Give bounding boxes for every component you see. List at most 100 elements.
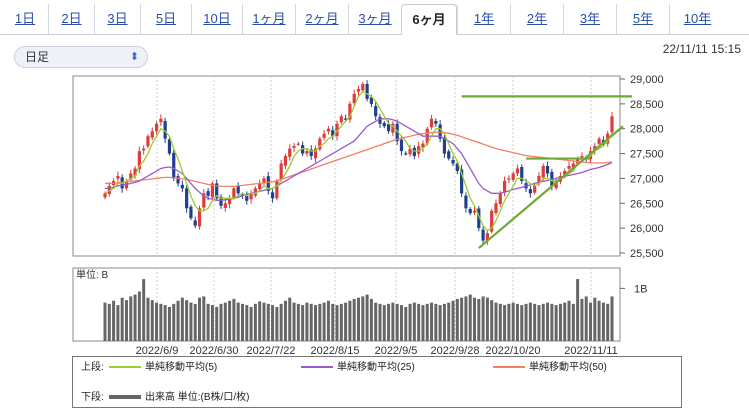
volume-bar — [245, 305, 249, 341]
volume-bar — [266, 303, 270, 341]
candle-body — [309, 149, 313, 157]
y-tick-label: 29,000 — [630, 74, 664, 86]
tab-5[interactable]: 10日 — [191, 4, 242, 34]
volume-bar — [430, 302, 434, 341]
tab-8[interactable]: 3ヶ月 — [348, 4, 401, 34]
candle-body — [494, 203, 498, 213]
candle-body — [507, 178, 511, 180]
volume-bar — [292, 302, 296, 341]
volume-bar — [163, 305, 167, 341]
volume-bar — [288, 297, 292, 341]
tab-12[interactable]: 3年 — [563, 4, 616, 34]
volume-bar — [275, 306, 279, 341]
candle-body — [228, 198, 232, 205]
y-tick-label: 28,500 — [630, 99, 664, 111]
volume-bar — [172, 303, 176, 341]
candle-body — [262, 178, 266, 183]
volume-bar — [537, 305, 541, 341]
volume-bar — [485, 297, 489, 341]
candle-body — [610, 116, 614, 133]
x-tick-label: 2022/11/11 — [564, 345, 617, 357]
candle-body — [142, 148, 146, 151]
candle-body — [434, 121, 438, 124]
volume-bar — [219, 303, 223, 341]
volume-bar — [318, 303, 322, 341]
candle-body — [520, 166, 524, 181]
candle-body — [352, 93, 356, 104]
timestamp: 22/11/11 15:15 — [662, 42, 741, 56]
price-plot-frame — [72, 75, 621, 257]
candle-body — [266, 176, 270, 191]
volume-bar — [189, 302, 193, 341]
chevron-updown-icon: ⬍ — [129, 51, 139, 63]
volume-bar — [503, 305, 507, 341]
tab-14[interactable]: 10年 — [669, 4, 725, 34]
candle-body — [515, 168, 520, 174]
volume-bar — [107, 303, 111, 341]
candle-body — [189, 206, 193, 219]
candle-body — [154, 123, 159, 132]
candle-body — [395, 123, 399, 142]
volume-bar — [451, 300, 455, 341]
candle-body — [386, 123, 391, 132]
candle-body — [249, 193, 253, 200]
volume-bar — [387, 303, 391, 341]
volume-bar — [550, 303, 554, 341]
tab-6[interactable]: 1ヶ月 — [242, 4, 295, 34]
tab-4[interactable]: 5日 — [140, 4, 191, 34]
candle-body — [116, 175, 120, 179]
volume-bar — [129, 296, 133, 341]
candle-body — [288, 148, 292, 157]
candle-body — [150, 131, 154, 138]
volume-bar — [309, 303, 313, 341]
tab-10[interactable]: 1年 — [457, 4, 510, 34]
volume-bar — [253, 303, 257, 341]
volume-bar — [395, 303, 399, 341]
candle-body — [563, 170, 567, 176]
candle-body — [275, 180, 279, 199]
x-tick-label: 2022/6/9 — [136, 345, 179, 357]
volume-bar — [468, 294, 472, 341]
ma5-line — [104, 90, 613, 232]
volume-bar — [473, 297, 477, 341]
volume-bar — [601, 302, 605, 341]
volume-bar — [305, 302, 309, 341]
volume-bar — [404, 306, 408, 341]
volume-bar — [352, 298, 356, 341]
candle-body — [133, 168, 137, 176]
legend-ma50-label: 単純移動平均(50) — [529, 362, 607, 373]
y-tick-label: 28,000 — [630, 124, 664, 136]
tab-2[interactable]: 2日 — [48, 4, 94, 34]
candle-body — [533, 185, 537, 193]
tab-7[interactable]: 2ヶ月 — [295, 4, 348, 34]
volume-bar — [434, 303, 438, 341]
candle-body — [554, 180, 558, 189]
tab-1[interactable]: 1日 — [14, 11, 36, 26]
candle-body — [421, 143, 425, 148]
volume-bar — [455, 298, 459, 341]
volume-bar — [258, 301, 262, 341]
candle-body — [399, 139, 404, 152]
volume-bar — [580, 298, 584, 341]
volume-bar — [541, 303, 545, 341]
candle-body — [451, 160, 455, 164]
tab-3[interactable]: 3日 — [94, 4, 140, 34]
x-tick-label: 2022/10/20 — [485, 345, 540, 357]
tab-13[interactable]: 5年 — [616, 4, 669, 34]
tab-11[interactable]: 2年 — [510, 4, 563, 34]
candle-body — [378, 117, 382, 124]
volume-bar — [589, 302, 593, 341]
tab-9[interactable]: 6ヶ月 — [401, 4, 457, 35]
volume-bar — [546, 302, 550, 341]
candle-body — [339, 116, 343, 123]
period-select[interactable]: 日足 ⬍ — [14, 46, 148, 68]
volume-bar — [283, 300, 287, 341]
candle-body — [219, 196, 223, 206]
candle-body — [129, 173, 133, 180]
candle-body — [258, 183, 262, 190]
volume-bar — [249, 306, 253, 341]
candle-body — [361, 83, 365, 91]
candle-body — [313, 148, 318, 159]
period-select-value: 日足 — [25, 50, 50, 64]
volume-bar — [584, 296, 588, 341]
